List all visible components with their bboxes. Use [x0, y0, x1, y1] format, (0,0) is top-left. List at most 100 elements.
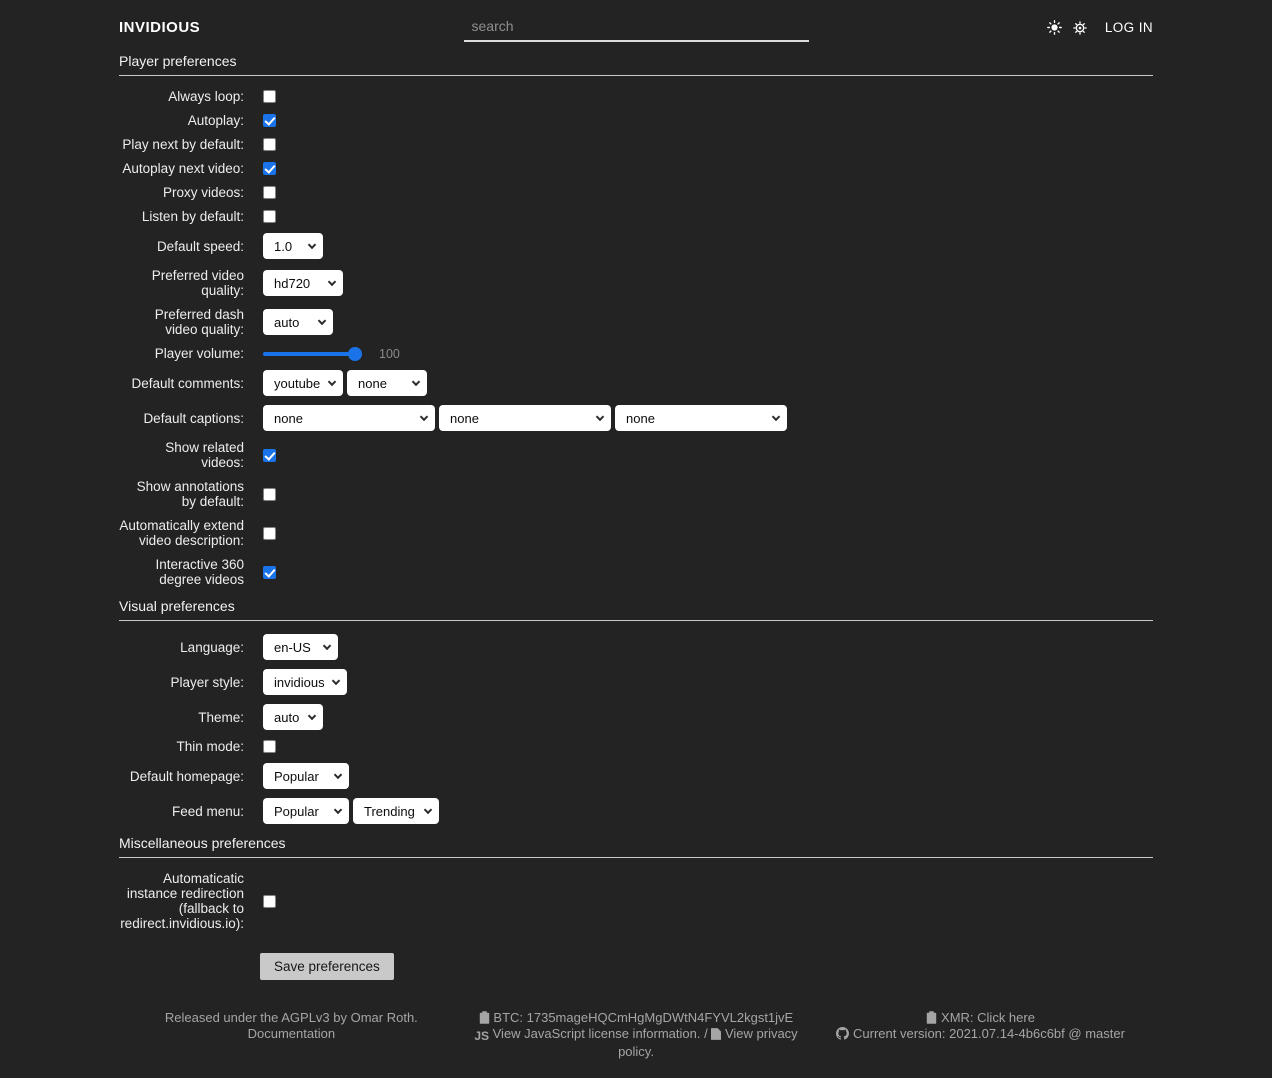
select-value: hd720 — [274, 275, 311, 291]
pref-label: Feed menu: — [171, 803, 244, 819]
captions-select-1[interactable]: none — [263, 405, 435, 431]
chevron-down-icon — [423, 805, 433, 815]
section-divider — [119, 75, 1153, 76]
select-value: Popular — [274, 768, 319, 784]
pref-label: Default comments: — [131, 375, 244, 391]
document-icon — [711, 1026, 722, 1041]
pref-label: Always loop: — [168, 89, 244, 104]
btc-address[interactable]: BTC: 1735mageHQCmHgMgDWtN4FYVL2kgst1jvE — [493, 1010, 794, 1025]
top-navbar: INVIDIOUS — [119, 0, 1153, 42]
pref-row-listen-default: Listen by default: — [119, 209, 1153, 224]
chevron-down-icon — [327, 377, 337, 387]
proxy-videos-checkbox[interactable] — [263, 186, 276, 199]
pref-row-dash-quality: Preferred dash video quality: auto — [119, 307, 1153, 337]
gear-icon[interactable] — [1073, 20, 1087, 35]
select-value: none — [358, 375, 387, 391]
clipboard-icon — [479, 1010, 490, 1025]
auto-redirect-checkbox[interactable] — [263, 894, 276, 908]
player-style-select[interactable]: invidious — [263, 669, 347, 695]
captions-select-3[interactable]: none — [615, 405, 787, 431]
chevron-down-icon — [333, 805, 343, 815]
pref-label: Default homepage: — [129, 768, 244, 784]
pref-row-thin-mode: Thin mode: — [119, 739, 1153, 754]
pref-label: Preferred dash video quality: — [154, 307, 244, 337]
license-text: Released under the AGPLv3 by Omar Roth. — [164, 1010, 418, 1025]
footer-version-column: XMR: Click here Current version: 2021.07… — [808, 1010, 1153, 1060]
related-videos-checkbox[interactable] — [263, 448, 276, 462]
pref-label: Language: — [180, 639, 244, 655]
pref-row-theme: Theme: auto — [119, 704, 1153, 730]
thin-mode-checkbox[interactable] — [263, 740, 276, 753]
chevron-down-icon — [327, 277, 337, 287]
play-next-checkbox[interactable] — [263, 138, 276, 151]
js-license-link[interactable]: View JavaScript license information. — [492, 1025, 701, 1041]
annotations-checkbox[interactable] — [263, 487, 276, 501]
always-loop-checkbox[interactable] — [263, 90, 276, 103]
pref-row-player-style: Player style: invidious — [119, 669, 1153, 695]
pref-row-annotations: Show annotations by default: — [119, 479, 1153, 509]
comments-select-2[interactable]: none — [347, 370, 427, 396]
clipboard-icon — [926, 1010, 937, 1025]
section-title-misc: Miscellaneous preferences — [119, 835, 286, 851]
pref-row-feed-menu: Feed menu: Popular Trending — [119, 798, 1153, 824]
xmr-link[interactable]: Click here — [977, 1010, 1035, 1025]
video-quality-select[interactable]: hd720 — [263, 270, 343, 296]
theme-select[interactable]: auto — [263, 704, 323, 730]
comments-select-1[interactable]: youtube — [263, 370, 343, 396]
listen-default-checkbox[interactable] — [263, 210, 276, 223]
pref-label: Listen by default: — [141, 209, 244, 224]
section-divider — [119, 620, 1153, 621]
dash-quality-select[interactable]: auto — [263, 309, 333, 335]
pref-label: Show annotations by default: — [136, 479, 244, 509]
xmr-label: XMR: — [941, 1010, 978, 1025]
select-value: en-US — [274, 639, 311, 655]
search-input[interactable] — [463, 13, 809, 42]
chevron-down-icon — [307, 711, 317, 721]
default-homepage-select[interactable]: Popular — [263, 763, 349, 789]
chevron-down-icon — [331, 676, 341, 686]
pref-row-default-captions: Default captions: none none none — [119, 405, 1153, 431]
invidious-logo[interactable]: INVIDIOUS — [119, 19, 201, 36]
default-speed-select[interactable]: 1.0 — [263, 233, 323, 259]
captions-select-2[interactable]: none — [439, 405, 611, 431]
chevron-down-icon — [322, 641, 332, 651]
pref-row-related-videos: Show related videos: — [119, 440, 1153, 470]
save-preferences-button[interactable]: Save preferences — [260, 953, 394, 980]
version-link[interactable]: Current version: 2021.07.14-4b6c6bf @ ma… — [853, 1025, 1125, 1041]
interactive-360-checkbox[interactable] — [263, 565, 276, 579]
autoplay-next-checkbox[interactable] — [263, 162, 276, 175]
pref-label: Show related videos: — [165, 440, 244, 470]
section-title-player: Player preferences — [119, 53, 237, 69]
pref-row-autoplay-next: Autoplay next video: — [119, 161, 1153, 176]
chevron-down-icon — [595, 412, 605, 422]
pref-row-auto-redirect: Automaticatic instance redirection (fall… — [119, 871, 1153, 931]
player-volume-slider[interactable] — [263, 346, 362, 361]
pref-label: Automaticatic instance redirection (fall… — [120, 871, 244, 931]
pref-row-language: Language: en-US — [119, 634, 1153, 660]
pref-row-always-loop: Always loop: — [119, 89, 1153, 104]
feed-menu-select-1[interactable]: Popular — [263, 798, 349, 824]
pref-label: Autoplay: — [187, 113, 244, 128]
pref-row-player-volume: Player volume: 100 — [119, 346, 1153, 361]
autoplay-checkbox[interactable] — [263, 114, 276, 127]
select-value: none — [626, 410, 655, 426]
language-select[interactable]: en-US — [263, 634, 338, 660]
pref-row-default-comments: Default comments: youtube none — [119, 370, 1153, 396]
documentation-link[interactable]: Documentation — [247, 1025, 336, 1041]
select-value: invidious — [274, 674, 325, 690]
feed-menu-select-2[interactable]: Trending — [353, 798, 439, 824]
select-value: youtube — [274, 375, 321, 391]
pref-label: Proxy videos: — [162, 185, 244, 200]
pref-label: Player volume: — [154, 346, 244, 361]
select-value: auto — [274, 709, 300, 725]
pref-label: Default speed: — [156, 238, 244, 254]
login-link[interactable]: LOG IN — [1104, 20, 1153, 35]
select-value: none — [450, 410, 479, 426]
pref-row-preferred-quality: Preferred video quality: hd720 — [119, 268, 1153, 298]
slider-thumb[interactable] — [348, 346, 362, 361]
select-value: 1.0 — [274, 238, 293, 254]
sun-icon[interactable] — [1046, 20, 1062, 35]
javascript-icon: JS — [474, 1028, 489, 1043]
pref-label: Thin mode: — [176, 739, 244, 754]
extend-description-checkbox[interactable] — [263, 526, 276, 540]
